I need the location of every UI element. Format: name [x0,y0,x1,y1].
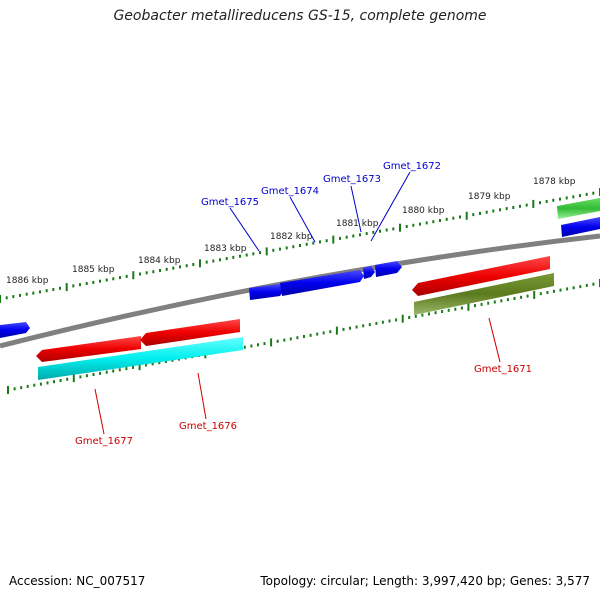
leader-line-gmet-1672 [370,171,411,242]
kbp-label-1881: 1881 kbp [336,219,379,229]
gene-arrow-gmet-1671[interactable] [412,256,550,296]
gene-arrow-blue-right[interactable] [561,217,600,237]
gene-arrow-gmet-1675[interactable] [249,284,284,300]
gene-label-gmet-1671[interactable]: Gmet_1671 [474,364,532,375]
kbp-label-1880: 1880 kbp [402,206,445,216]
gene-arrow-gmet-1677[interactable] [36,336,141,362]
kbp-label-1886: 1886 kbp [6,276,49,286]
gene-arrow-gmet-1672[interactable] [375,261,402,277]
gene-arrow-green[interactable] [557,198,600,219]
tick-track-bottom [7,279,600,394]
gene-arrow-gmet-1678[interactable] [0,322,30,338]
leader-line-gmet-1675 [229,207,260,252]
leader-line-gmet-1673 [350,185,362,233]
gene-label-gmet-1674[interactable]: Gmet_1674 [261,186,319,197]
gene-label-gmet-1672[interactable]: Gmet_1672 [383,161,441,172]
leader-line-gmet-1677 [94,388,105,435]
tick-track-top [0,188,600,303]
gene-cds-olive[interactable] [414,273,554,315]
kbp-label-1883: 1883 kbp [204,244,247,254]
gene-arrow-gmet-1674[interactable] [280,270,364,296]
kbp-label-1885: 1885 kbp [72,265,115,275]
leader-line-gmet-1676 [197,372,207,420]
gene-label-gmet-1675[interactable]: Gmet_1675 [201,197,259,208]
kbp-label-1879: 1879 kbp [468,192,511,202]
kbp-label-1884: 1884 kbp [138,256,181,266]
gene-label-gmet-1677[interactable]: Gmet_1677 [75,436,133,447]
gene-label-gmet-1676[interactable]: Gmet_1676 [179,421,237,432]
gene-arrow-gmet-1673[interactable] [363,266,375,279]
gene-label-gmet-1673[interactable]: Gmet_1673 [323,174,381,185]
leader-line-gmet-1674 [289,196,316,243]
leader-line-gmet-1671 [488,317,501,363]
map-title: Geobacter metallireducens GS-15, complet… [113,8,487,24]
gene-cds-cyan[interactable] [38,337,243,380]
accession-text: Accession: NC_007517 [9,574,146,588]
kbp-label-1878: 1878 kbp [533,177,576,187]
gene-arrow-gmet-1676[interactable] [140,319,240,346]
genome-summary-text: Topology: circular; Length: 3,997,420 bp… [260,574,590,588]
kbp-label-1882: 1882 kbp [270,232,313,242]
